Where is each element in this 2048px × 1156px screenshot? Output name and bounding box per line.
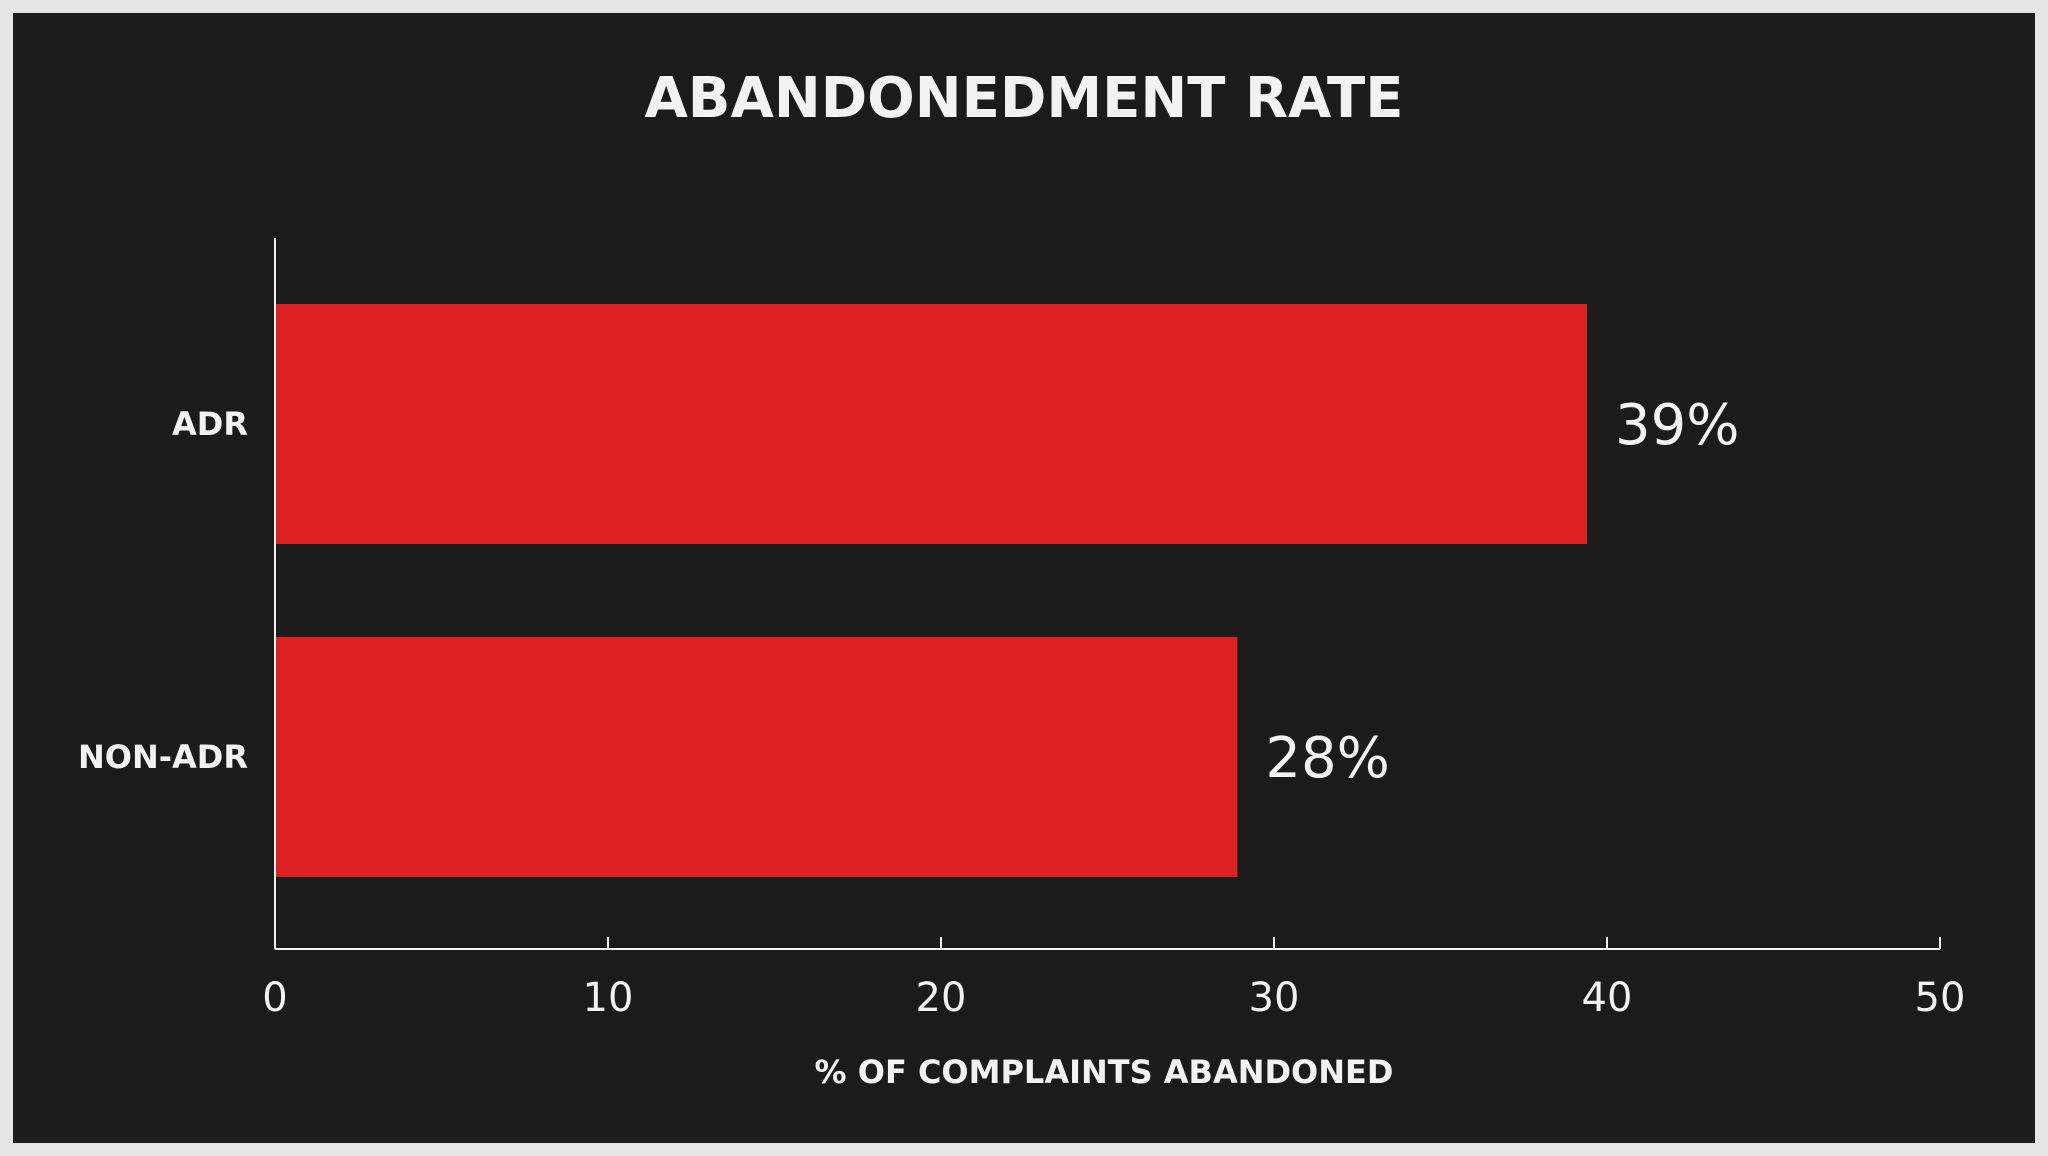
category-label-adr: ADR	[172, 405, 248, 443]
axes-layer: 0 10 20 30 40 50	[262, 238, 1965, 1021]
bar-adr	[275, 304, 1588, 544]
chart-title: ABANDONEDMENT RATE	[644, 66, 1403, 131]
chart-background	[13, 13, 2035, 1143]
x-tick-label-40: 40	[1582, 975, 1633, 1021]
bar-non-adr	[275, 637, 1238, 877]
data-label-adr: 39%	[1615, 393, 1739, 458]
category-label-non-adr: NON-ADR	[78, 738, 248, 776]
x-tick-label-20: 20	[916, 975, 967, 1021]
data-label-non-adr: 28%	[1265, 726, 1389, 791]
bars-layer: ADR 39% NON-ADR 28%	[78, 304, 1739, 877]
x-tick-label-50: 50	[1915, 975, 1966, 1021]
x-tick-label-30: 30	[1249, 975, 1300, 1021]
x-tick-label-0: 0	[262, 975, 287, 1021]
x-axis-title: % OF COMPLAINTS ABANDONED	[815, 1053, 1394, 1091]
x-tick-label-10: 10	[583, 975, 634, 1021]
